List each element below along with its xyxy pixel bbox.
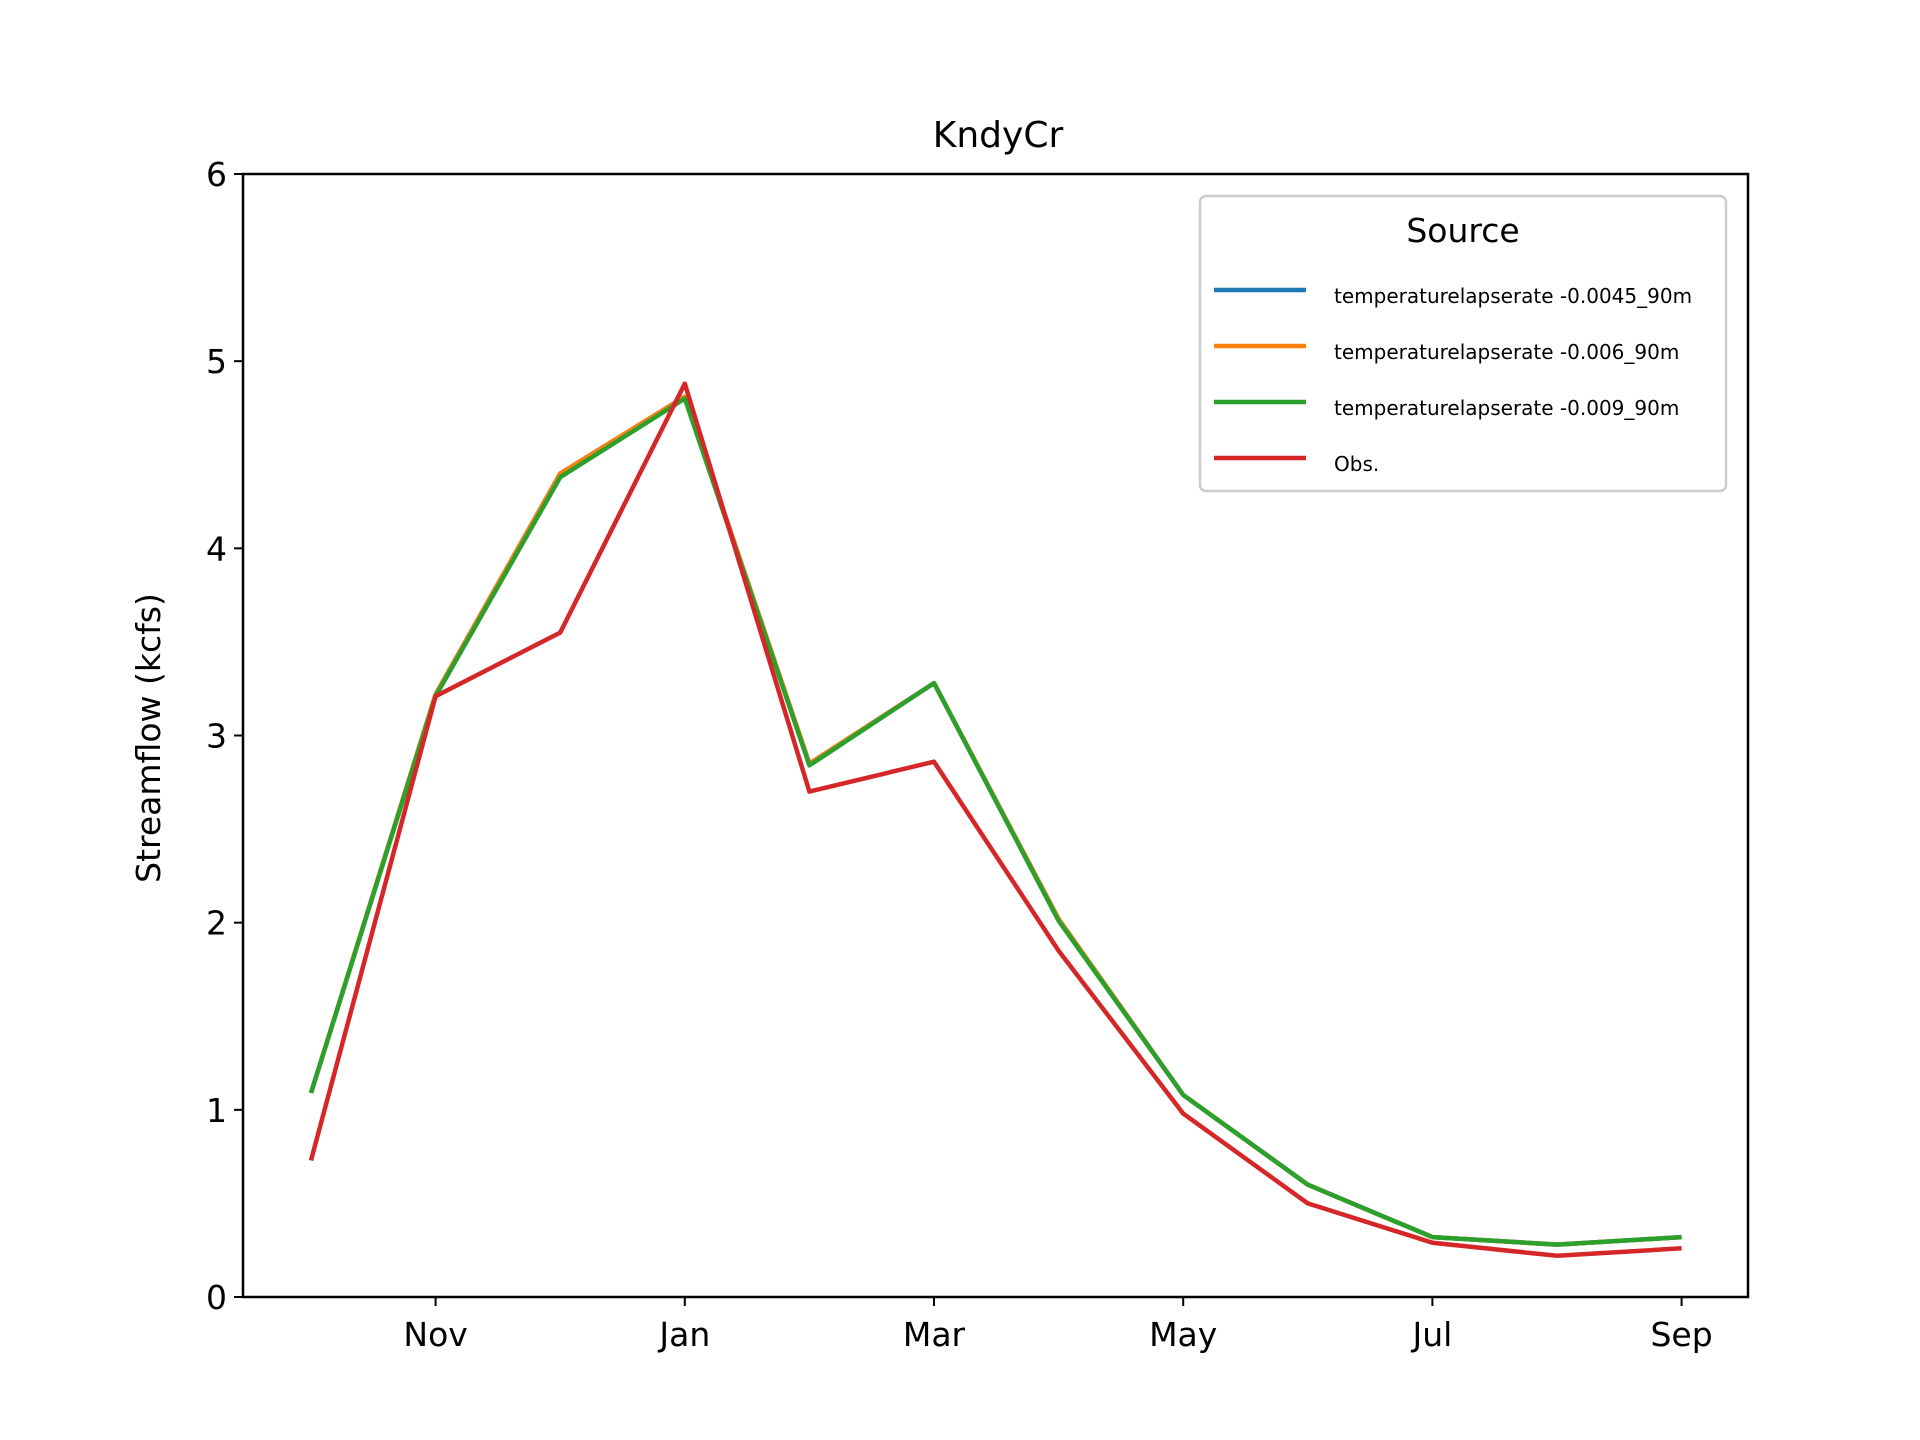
series-line-4	[308, 381, 1682, 1259]
series-line-2	[308, 394, 1682, 1247]
series-lines	[308, 381, 1682, 1259]
legend-label: temperaturelapserate -0.006_90m	[1334, 340, 1679, 364]
legend: Source temperaturelapserate -0.0045_90mt…	[1198, 194, 1728, 493]
axes-frame	[241, 172, 1750, 1299]
x-tick-label: Nov	[403, 1315, 467, 1354]
y-tick-label: 4	[206, 529, 227, 568]
y-tick-label: 0	[206, 1278, 227, 1317]
y-axis: 0 1 2 3 4 5 6	[206, 155, 243, 1317]
y-tick-label: 6	[206, 155, 227, 194]
legend-entries: temperaturelapserate -0.0045_90m temperat…	[1214, 284, 1692, 476]
y-tick-label: 5	[206, 342, 227, 381]
series-line-1	[308, 394, 1682, 1247]
series-line-3	[308, 396, 1682, 1247]
x-axis: Nov Jan Mar May Jul Sep	[403, 1297, 1713, 1354]
x-tick-label: Jul	[1410, 1315, 1452, 1354]
x-tick-label: Mar	[903, 1315, 966, 1354]
legend-label: temperaturelapserate -0.009_90m	[1334, 396, 1679, 420]
x-tick-label: Jan	[657, 1315, 710, 1354]
chart-title: KndyCr	[933, 115, 1064, 156]
x-tick-label: May	[1149, 1315, 1217, 1354]
legend-box	[1198, 194, 1728, 493]
plot-area: 0 1 2 3 4 5 6 Nov Jan Mar May Jul Sep	[206, 155, 1750, 1354]
y-axis-label: Streamflow (kcfs)	[129, 593, 168, 883]
legend-title: Source	[1406, 211, 1519, 250]
y-tick-label: 2	[206, 904, 227, 943]
legend-label: temperaturelapserate -0.0045_90m	[1334, 284, 1692, 308]
x-tick-label: Sep	[1650, 1315, 1712, 1354]
legend-label: Obs.	[1334, 452, 1379, 476]
y-tick-label: 1	[206, 1091, 227, 1130]
y-tick-label: 3	[206, 717, 227, 756]
